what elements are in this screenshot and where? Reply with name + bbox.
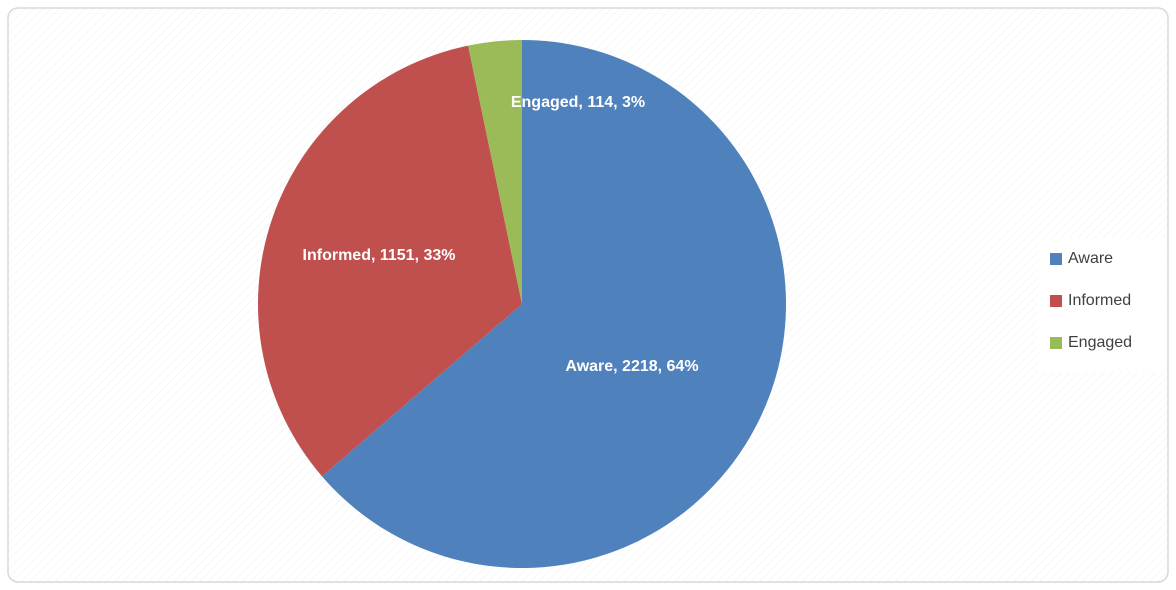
pie: Aware, 2218, 64% Informed, 1151, 33% Engag… [258,40,786,568]
pie-slice [258,45,522,477]
data-label: Aware, 2218, 64% [565,358,698,375]
legend-label: Aware [1068,250,1113,267]
data-label: Informed, 1151, 33% [303,247,456,264]
data-label: Engaged, 114, 3% [511,94,645,111]
legend-swatch [1050,295,1062,307]
legend-swatch [1050,253,1062,265]
legend-label: Engaged [1068,334,1132,351]
legend-swatch [1050,337,1062,349]
legend: Aware Informed Engaged [1050,250,1132,351]
pie-slice [322,40,786,568]
pie-slice [468,40,522,304]
legend-label: Informed [1068,292,1131,309]
